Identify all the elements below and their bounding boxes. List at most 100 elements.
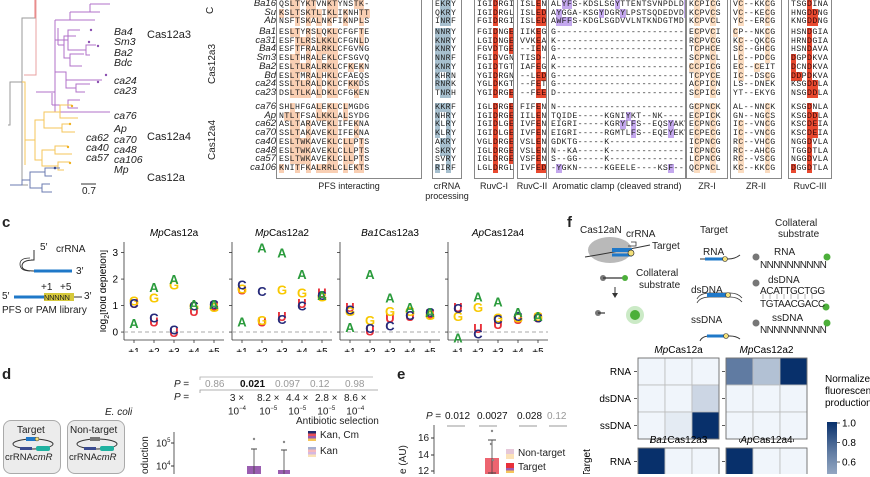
tree-leaf-label: Bdc [114,57,133,69]
alignment-sequence: FGIDVGN [477,54,514,64]
base-marker-A: A [513,305,523,320]
target-rna-label: RNA [703,247,725,258]
y-axis-label: log2[fold depletion] [100,250,111,333]
alignment-sequence: YGIDRGE [477,88,514,98]
p-value-underline [479,425,497,427]
alignment-sequence: NSGDDLA [791,88,829,98]
sequence-alignment: QSLTYKTVNKTYNSTK- KSLTSKTLIKLIKNHTT NSFTSK… [0,0,870,210]
heatmap-subplot: MpCas12a RNA dsDNA ssDNA [599,345,720,442]
clade-label-cas12a: Cas12a [147,172,185,184]
alignment-region-crrna-processing: EKRY QKRY INRF NNRY KNRY KNRY NNRF KNRY KHRN RNRK… [432,0,462,179]
alignment-sequence: VSFENLN [520,155,547,165]
heatmap-cell [752,357,781,386]
alignment-sequence: ESLTHRALEKLCFSGVQ [279,54,370,64]
base-marker-U: U [385,310,394,325]
substrate-ssdna-label: ssDNA [772,313,804,324]
alignment-sequence: TGGDTLA [791,146,829,156]
heatmap-cell [752,447,781,474]
alignment-sequence: IGIDRGE [477,111,514,121]
alignment-sequence: VVKEAFD [520,36,546,47]
base-marker-A: A [533,309,543,324]
organism-label: E. coli [105,407,133,418]
tree-leaf-label: ca76 [114,110,137,122]
base-marker-A: A [317,288,327,303]
base-marker-C: C [277,312,287,327]
base-marker-G: G [533,309,543,324]
p-value-underline [549,425,567,427]
alignment-sequence: ESLTWKAVEKLCLLPTS [279,137,370,147]
alignment-sequence: IIKEGFG [520,28,547,37]
alignment-sequence: FIFENQT [520,103,547,112]
alignment-sequence: --FETLD [520,80,546,90]
base-marker-G: G [257,313,267,328]
p-value-scientific: 3 × 10−4 [228,393,246,418]
base-marker-U: U [169,325,178,340]
tree-leaf-label: Mp [114,164,129,176]
alignment-sequence: DCNDKVA [791,62,829,72]
base-marker-C: C [149,310,159,325]
alignment-sequence: ECPECG [689,129,721,139]
substrate-ssdna-seq: NNNNNNNNNN [760,325,827,336]
p-value-scientific: 4.4 × 10−5 [286,393,309,418]
alignment-sequence: IVFEDLV [520,163,547,173]
crrna-text: crRNA [69,452,97,463]
x-tick-label: +4 [512,347,524,352]
alignment-sequence: IGIDRGL [477,8,514,18]
p-value: 0.021 [240,379,266,390]
alignment-sequence: SSLTAKAVEKLIFEKNA [279,129,370,139]
alignment-region-ruvc-ii: ISLENLCISLEDLSISLEDLSIIKEGFGVVKEAFD--IEN… [517,0,547,179]
alignment-row-label: ca76 [255,101,276,112]
nontarget-plasmid-icon [76,437,118,451]
base-marker-C: C [405,308,415,323]
alignment-sequence: AWFFS-KDGLSGDVVLNTKNDGTMDLK [551,17,685,27]
alignment-row-label: Sm3 [256,52,276,64]
heatmap-cell [664,357,693,386]
crrna-three-prime: 3′ [76,266,84,277]
p-values-row2: 3 × 10−4 8.2 × 10−5 4.4 × 10−5 2.8 × 10−5 8.6 × 1… [228,393,398,419]
alignment-sequence: KCPVCS [689,8,721,18]
base-marker-A: A [453,330,463,345]
library-pos-end: +5 [60,282,72,293]
base-marker-G: G [365,313,375,328]
alignment-sequence: ECPICK [689,111,721,121]
base-marker-U: U [209,299,218,314]
alignment-sequence: KC--KKCG [733,163,776,173]
alignment-sequence: DGPDKVA [791,54,829,64]
alignment-row-label: ca48 [255,144,276,156]
alignment-region-label: RuvC-II [516,181,548,191]
x-tick-label: +2 [256,347,268,352]
panel-letter-d: d [2,366,12,383]
alignment-sequence: ESFTFRALRKLCFGVNG [279,45,370,55]
base-marker-G: G [277,283,287,298]
library-sequence: NNNNN [44,293,70,302]
substrate-dsdna-label: dsDNA [768,275,800,286]
base-marker-U: U [237,283,246,298]
base-marker-A: A [473,289,483,304]
x-tick-label: +5 [208,347,220,352]
alignment-row-label: ca106 [250,161,276,173]
base-marker-A: A [257,240,267,255]
tree-leaf-label: Sm3 [114,36,136,48]
alignment-sequence: ECPVCI [689,28,721,37]
cmr-text: cmR [32,452,53,463]
alignment-sequence: LGLDRGL [477,163,514,173]
subplot-title: MpCas12a [150,228,199,239]
alignment-row-label: ca31 [255,34,276,46]
alignment-sequence: YGLDKGT [477,80,514,90]
p-value-scientific: 2.8 × 10−5 [315,393,338,418]
alignment-sequence: IAFEGFD [520,62,546,73]
base-marker-G: G [385,304,395,319]
base-marker-C: C [453,301,463,316]
x-tick-label: +3 [492,347,504,352]
alignment-sequence: EIGRI-----KGRYLFS--EQSYAKVS [551,120,685,130]
alignment-sequence: IILENLD [520,111,546,122]
tree-leaf-label: ca24 [114,75,137,87]
base-marker-C: C [385,318,395,333]
heatmap-cell [664,411,693,440]
crrna-label: crRNA [56,244,86,255]
legend-label: Kan, Cm [320,430,359,441]
alignment-sequence: IC--DSCG [733,71,776,81]
crrna-cmr-label: crRNAcmR [5,452,53,463]
x-tick-label: +4 [188,347,200,352]
alignment-sequence: LS--DNEK [733,80,776,90]
